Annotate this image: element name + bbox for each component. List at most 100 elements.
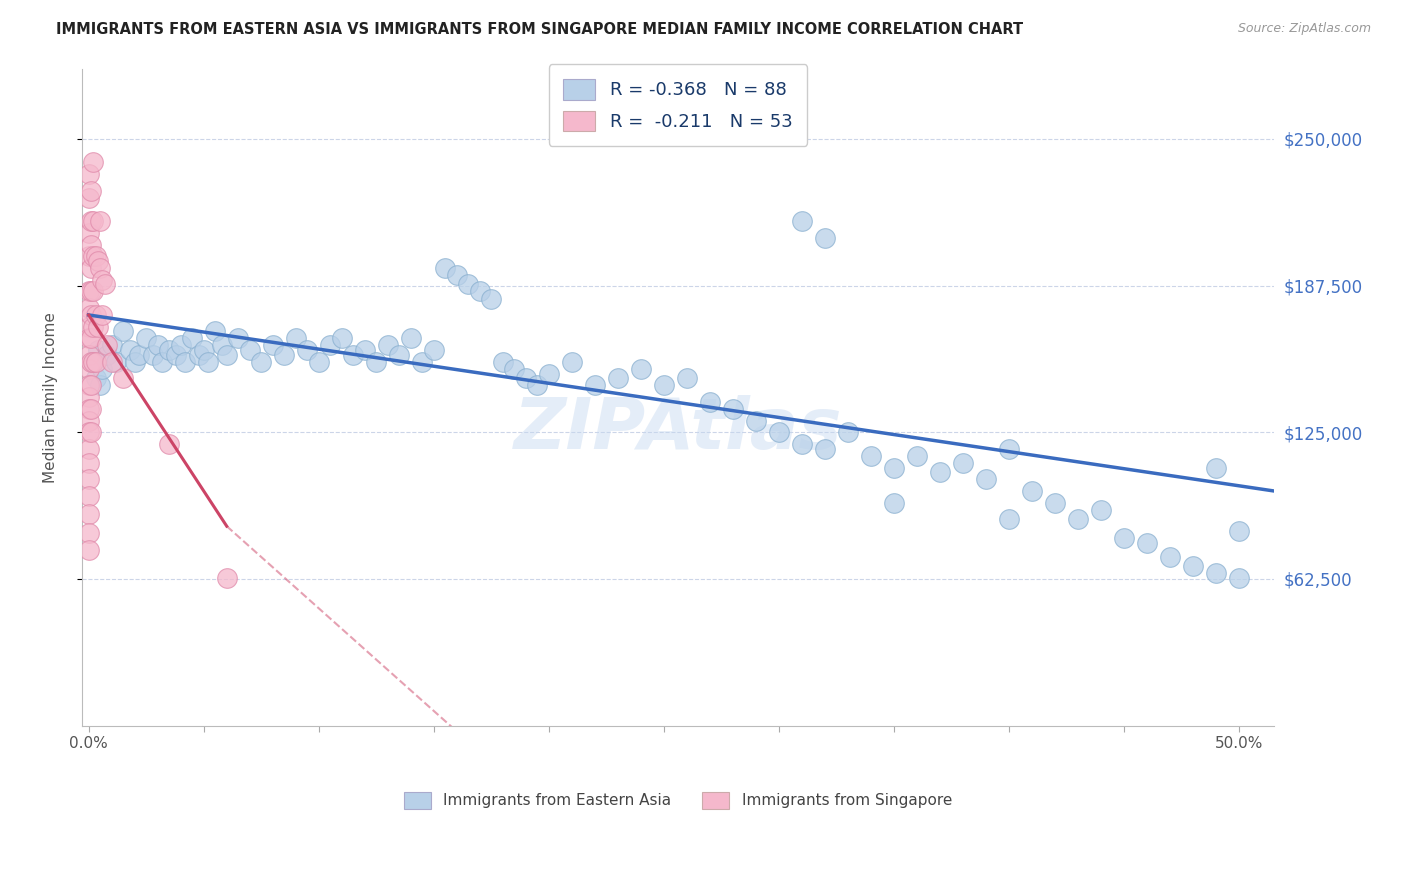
Point: [583, 378, 606, 392]
Point: [239, 343, 262, 358]
Point: [768, 425, 790, 440]
Point: [84, 249, 107, 263]
Point: [89, 260, 111, 275]
Point: [80, 401, 103, 416]
Point: [1159, 549, 1181, 564]
Point: [399, 331, 422, 345]
Point: [77, 249, 100, 263]
Point: [77, 331, 100, 345]
Point: [80, 184, 103, 198]
Point: [273, 348, 295, 362]
Text: Source: ZipAtlas.com: Source: ZipAtlas.com: [1237, 22, 1371, 36]
Point: [1067, 512, 1090, 526]
Point: [526, 378, 548, 392]
Point: [100, 355, 122, 369]
Point: [215, 571, 238, 585]
Point: [82, 355, 104, 369]
Point: [411, 355, 433, 369]
Point: [630, 362, 652, 376]
Point: [77, 226, 100, 240]
Point: [204, 325, 226, 339]
Point: [142, 348, 165, 362]
Point: [77, 425, 100, 440]
Point: [1205, 566, 1227, 581]
Point: [342, 348, 364, 362]
Point: [814, 230, 837, 244]
Point: [77, 390, 100, 404]
Point: [150, 355, 173, 369]
Point: [366, 355, 388, 369]
Point: [80, 331, 103, 345]
Point: [157, 437, 180, 451]
Point: [135, 331, 157, 345]
Point: [998, 512, 1021, 526]
Point: [929, 465, 952, 479]
Point: [1045, 496, 1067, 510]
Point: [423, 343, 446, 358]
Point: [82, 285, 104, 299]
Point: [77, 442, 100, 456]
Point: [174, 355, 197, 369]
Point: [860, 449, 883, 463]
Point: [120, 343, 142, 358]
Point: [652, 378, 675, 392]
Text: IMMIGRANTS FROM EASTERN ASIA VS IMMIGRANTS FROM SINGAPORE MEDIAN FAMILY INCOME C: IMMIGRANTS FROM EASTERN ASIA VS IMMIGRAN…: [56, 22, 1024, 37]
Point: [883, 496, 905, 510]
Point: [82, 319, 104, 334]
Point: [77, 319, 100, 334]
Point: [226, 331, 249, 345]
Point: [112, 325, 135, 339]
Point: [77, 472, 100, 486]
Point: [515, 371, 537, 385]
Point: [77, 508, 100, 522]
Point: [446, 268, 468, 282]
Point: [998, 442, 1021, 456]
Point: [87, 254, 110, 268]
Point: [105, 355, 128, 369]
Point: [77, 401, 100, 416]
Point: [837, 425, 859, 440]
Point: [197, 355, 219, 369]
Point: [308, 355, 330, 369]
Point: [262, 338, 284, 352]
Point: [193, 343, 215, 358]
Point: [181, 331, 204, 345]
Point: [952, 456, 974, 470]
Point: [676, 371, 699, 385]
Point: [77, 191, 100, 205]
Point: [77, 301, 100, 315]
Point: [388, 348, 411, 362]
Point: [790, 214, 813, 228]
Point: [353, 343, 375, 358]
Point: [112, 371, 135, 385]
Point: [883, 460, 905, 475]
Point: [91, 308, 114, 322]
Point: [84, 308, 107, 322]
Point: [77, 456, 100, 470]
Point: [80, 285, 103, 299]
Point: [503, 362, 526, 376]
Point: [1227, 571, 1250, 585]
Point: [128, 348, 150, 362]
Point: [89, 214, 111, 228]
Point: [77, 348, 100, 362]
Point: [84, 355, 107, 369]
Point: [87, 319, 110, 334]
Point: [1205, 460, 1227, 475]
Point: [330, 331, 353, 345]
Point: [82, 355, 104, 369]
Point: [77, 526, 100, 541]
Point: [607, 371, 630, 385]
Point: [468, 285, 491, 299]
Point: [91, 362, 114, 376]
Point: [96, 338, 118, 352]
Point: [974, 472, 997, 486]
Point: [157, 343, 180, 358]
Point: [481, 292, 503, 306]
Text: ZIPAtlas: ZIPAtlas: [513, 395, 842, 465]
Point: [492, 355, 515, 369]
Y-axis label: Median Family Income: Median Family Income: [44, 311, 58, 483]
Point: [377, 338, 399, 352]
Point: [1182, 559, 1205, 574]
Point: [77, 542, 100, 557]
